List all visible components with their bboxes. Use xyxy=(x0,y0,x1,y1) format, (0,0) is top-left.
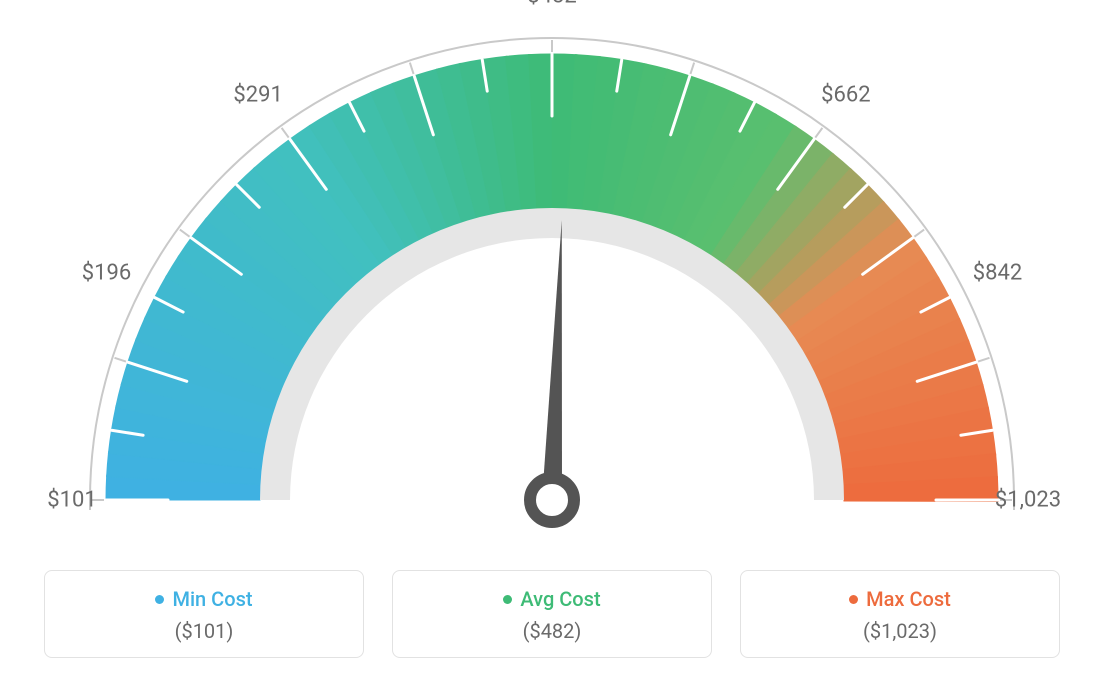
gauge-scale-label: $662 xyxy=(821,83,870,108)
legend-value-max: ($1,023) xyxy=(751,619,1049,643)
gauge-scale-label: $101 xyxy=(47,488,96,513)
legend-card-avg: Avg Cost ($482) xyxy=(392,570,712,658)
legend-card-min: Min Cost ($101) xyxy=(44,570,364,658)
legend-dot-min xyxy=(155,595,164,604)
legend-title-avg: Avg Cost xyxy=(503,587,600,611)
gauge-scale-label: $1,023 xyxy=(995,488,1061,513)
gauge-scale-label: $482 xyxy=(527,0,576,9)
legend-title-max: Max Cost xyxy=(849,587,951,611)
gauge-container: $101 $196 $291 $482 $662 $842 $1,023 xyxy=(0,0,1104,560)
gauge-scale-label: $291 xyxy=(233,83,282,108)
gauge-svg xyxy=(0,0,1104,560)
legend-title-text-min: Min Cost xyxy=(172,587,252,611)
gauge-scale-label: $842 xyxy=(973,261,1022,286)
legend-dot-max xyxy=(849,595,858,604)
gauge-scale-label: $196 xyxy=(82,261,131,286)
legend-card-max: Max Cost ($1,023) xyxy=(740,570,1060,658)
legend-value-avg: ($482) xyxy=(403,619,701,643)
gauge-needle xyxy=(542,220,562,500)
gauge-needle-hub xyxy=(530,478,574,522)
legend-title-min: Min Cost xyxy=(155,587,252,611)
legend-row: Min Cost ($101) Avg Cost ($482) Max Cost… xyxy=(0,570,1104,658)
legend-dot-avg xyxy=(503,595,512,604)
legend-title-text-avg: Avg Cost xyxy=(520,587,600,611)
legend-title-text-max: Max Cost xyxy=(866,587,951,611)
legend-value-min: ($101) xyxy=(55,619,353,643)
